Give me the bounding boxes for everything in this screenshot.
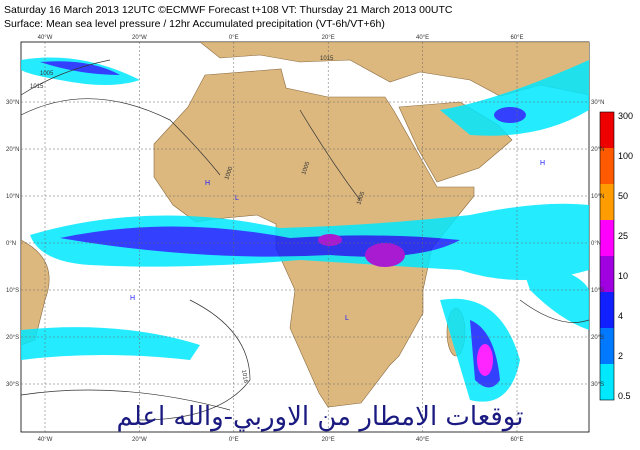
colorbar-label: 300	[618, 111, 633, 121]
lon-label: 40°E	[416, 437, 429, 443]
lon-label: 20°E	[322, 437, 335, 443]
colorbar-segment	[600, 292, 614, 328]
lon-label: 60°E	[510, 437, 523, 443]
pressure-marker: H	[205, 180, 210, 187]
colorbar-label: 2	[618, 351, 623, 361]
lon-label: 60°E	[510, 35, 523, 41]
precipitation	[21, 57, 589, 402]
colorbar-segment	[600, 112, 614, 148]
header-line2: Surface: Mean sea level pressure / 12hr …	[4, 18, 385, 30]
lat-label: 0°N	[591, 241, 601, 247]
colorbar-label: 0.5	[618, 391, 631, 401]
isobar-label: 1016	[240, 369, 248, 384]
lon-label: 0°E	[229, 437, 239, 443]
lat-label: 20°N	[591, 147, 604, 153]
south-america	[21, 239, 50, 346]
isobars	[21, 59, 589, 421]
map: 1005 1015 1000 1005 1005 1015 1016 H L H…	[20, 41, 590, 433]
europe-asia	[199, 42, 589, 97]
lat-label: 10°S	[6, 288, 19, 294]
isobar-label: 1005	[301, 160, 311, 175]
lat-label: 30°S	[591, 382, 604, 388]
pressure-marker: L	[235, 195, 239, 202]
lon-label: 40°E	[416, 35, 429, 41]
colorbar-segment	[600, 364, 614, 400]
colorbar: 300 100 50 25 10 4 2 0.5	[599, 111, 633, 401]
colorbar-segment	[600, 148, 614, 184]
lat-label: 10°N	[6, 194, 19, 200]
lon-label: 20°W	[132, 437, 147, 443]
lat-label: 20°S	[6, 335, 19, 341]
lat-label: 20°S	[591, 335, 604, 341]
lat-label: 10°S	[591, 288, 604, 294]
lon-label: 20°W	[132, 35, 147, 41]
isobar-label: 1015	[320, 56, 334, 62]
overlay-text: توقعات الامطار من الاوربي-والله اعلم	[117, 402, 524, 432]
isobar-label: 1000	[224, 165, 234, 180]
pressure-marker: H	[130, 295, 135, 302]
colorbar-label: 100	[618, 151, 633, 161]
isobar-label: 1015	[30, 84, 44, 90]
lat-label: 20°N	[6, 147, 19, 153]
header-line1: Saturday 16 March 2013 12UTC ©ECMWF Fore…	[4, 4, 453, 16]
lat-label: 30°N	[6, 100, 19, 106]
lon-label: 40°W	[38, 35, 53, 41]
lon-label: 0°E	[229, 35, 239, 41]
colorbar-segment	[600, 184, 614, 220]
isobar-label: 1005	[356, 190, 366, 205]
colorbar-segment	[600, 220, 614, 256]
lon-label: 40°W	[38, 437, 53, 443]
lat-label: 10°N	[591, 194, 604, 200]
colorbar-label: 25	[618, 231, 628, 241]
pressure-marker: H	[540, 160, 545, 167]
colorbar-label: 50	[618, 191, 628, 201]
lat-label: 30°N	[591, 100, 604, 106]
colorbar-segment	[600, 328, 614, 364]
lon-label: 20°E	[322, 35, 335, 41]
colorbar-frame	[599, 111, 615, 401]
lat-label: 0°N	[6, 241, 16, 247]
isobar-label: 1005	[40, 71, 54, 77]
colorbar-label: 4	[618, 311, 623, 321]
lat-label: 30°S	[6, 382, 19, 388]
colorbar-label: 10	[618, 271, 628, 281]
graticule	[21, 42, 589, 432]
colorbar-segment	[600, 256, 614, 292]
pressure-marker: L	[345, 315, 349, 322]
